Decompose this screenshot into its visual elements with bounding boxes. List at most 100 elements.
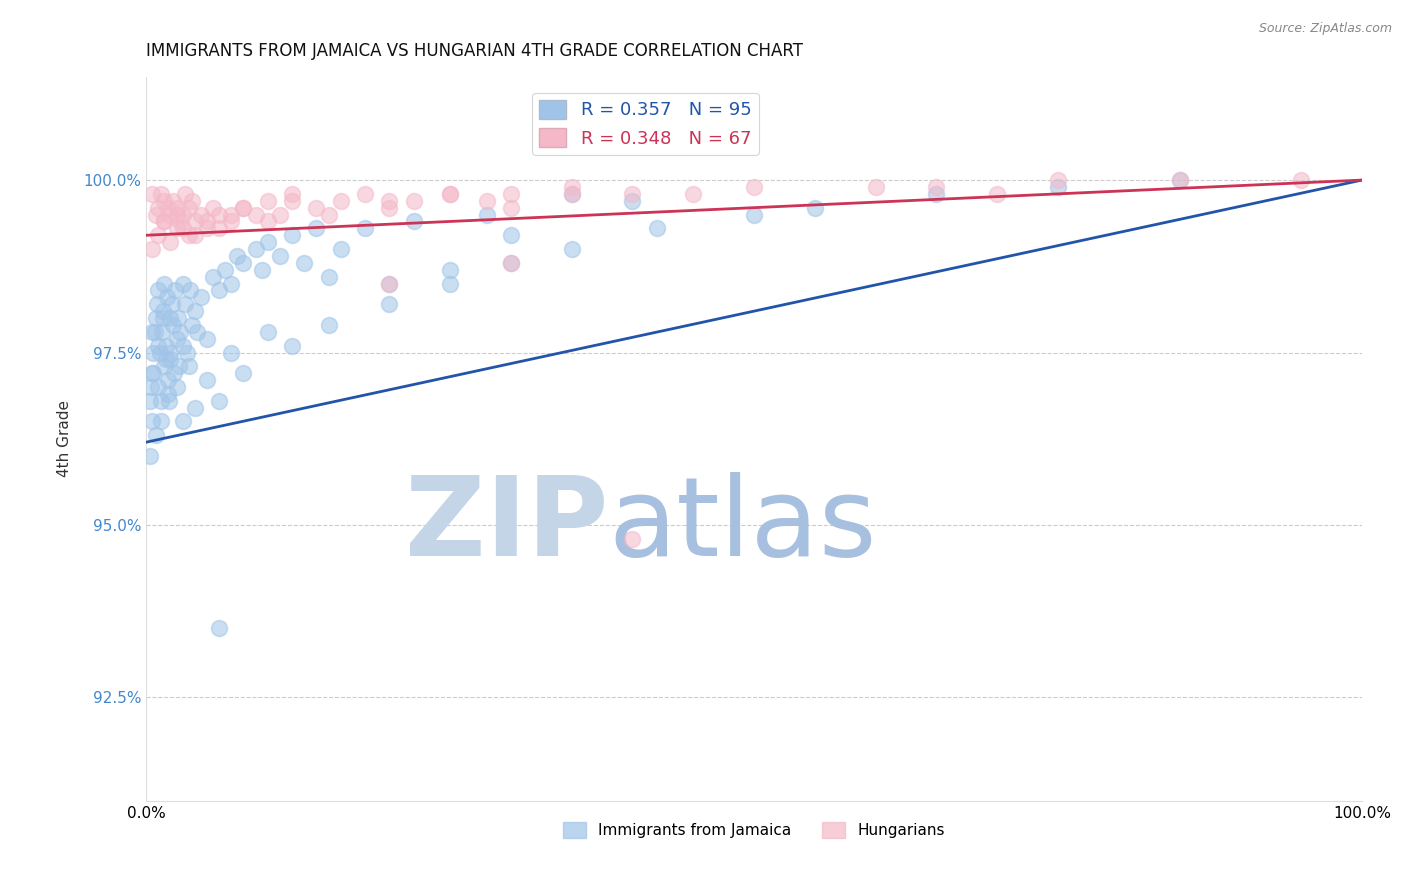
Point [141,242,163,256]
Point [169,214,191,228]
Point [292,256,315,270]
Y-axis label: 4th Grade: 4th Grade [58,401,72,477]
Point [269,249,291,263]
Point [202,269,225,284]
Point [378,201,401,215]
Point [184,401,207,415]
Point [142,345,165,359]
Point [156,290,179,304]
Point [159,311,181,326]
Point [176,345,198,359]
Point [139,449,162,463]
Point [621,186,644,201]
Point [174,297,197,311]
Point [152,304,174,318]
Point [148,228,170,243]
Point [378,277,401,291]
Point [1047,180,1070,194]
Point [439,262,461,277]
Point [157,373,180,387]
Point [159,352,181,367]
Point [219,277,242,291]
Point [561,186,583,201]
Point [172,277,194,291]
Point [149,415,172,429]
Point [177,201,200,215]
Point [145,428,167,442]
Point [162,318,184,332]
Point [184,228,207,243]
Point [439,277,461,291]
Point [439,186,461,201]
Point [378,194,401,208]
Point [305,221,328,235]
Point [195,373,218,387]
Point [742,180,765,194]
Point [305,201,328,215]
Point [149,186,172,201]
Point [166,332,188,346]
Point [232,366,254,380]
Point [169,325,191,339]
Point [153,194,176,208]
Point [195,221,218,235]
Point [153,277,176,291]
Point [742,208,765,222]
Point [184,304,207,318]
Point [475,208,498,222]
Point [186,325,208,339]
Point [163,366,186,380]
Point [256,235,278,249]
Point [378,297,401,311]
Point [1047,173,1070,187]
Point [195,332,218,346]
Point [208,622,231,636]
Point [142,366,165,380]
Point [318,318,340,332]
Point [172,338,194,352]
Point [159,208,181,222]
Point [378,277,401,291]
Point [141,186,163,201]
Point [174,186,197,201]
Point [245,242,267,256]
Point [219,208,242,222]
Point [166,311,188,326]
Point [226,249,249,263]
Point [499,256,522,270]
Point [166,201,188,215]
Point [159,345,181,359]
Point [232,256,254,270]
Point [149,393,172,408]
Point [214,262,236,277]
Point [160,297,183,311]
Point [561,180,583,194]
Point [645,221,668,235]
Point [232,201,254,215]
Text: atlas: atlas [609,472,877,579]
Point [146,297,169,311]
Point [329,194,352,208]
Point [621,194,644,208]
Point [219,345,242,359]
Point [208,221,231,235]
Point [318,208,340,222]
Point [157,393,180,408]
Point [439,186,461,201]
Point [153,214,176,228]
Point [256,214,278,228]
Point [499,256,522,270]
Point [159,235,181,249]
Point [1168,173,1191,187]
Point [925,186,948,201]
Point [281,228,304,243]
Point [1289,173,1312,187]
Point [167,359,190,374]
Point [141,415,163,429]
Point [139,393,162,408]
Point [172,221,194,235]
Point [157,387,180,401]
Point [475,194,498,208]
Point [148,338,170,352]
Point [245,208,267,222]
